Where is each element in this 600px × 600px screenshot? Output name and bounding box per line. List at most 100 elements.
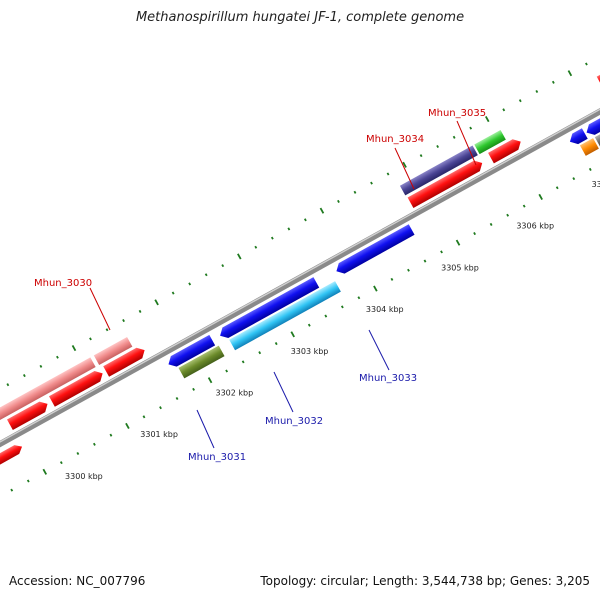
outer-tick: [386, 172, 390, 176]
inner-tick: [274, 342, 278, 346]
inner-tick: [357, 296, 361, 300]
inner-tick: [307, 323, 311, 327]
outer-tick: [518, 99, 522, 103]
feature-red-e[interactable]: [488, 136, 524, 164]
gene-mhun-3031-bar[interactable]: [178, 345, 225, 379]
gene-mhun-3035-bar[interactable]: [474, 129, 506, 155]
gene-label-mhun-3031[interactable]: Mhun_3031: [188, 452, 246, 463]
feature-blue-right[interactable]: [334, 224, 415, 276]
outer-tick: [56, 355, 59, 359]
gene-leader-lines: [89, 120, 477, 449]
inner-tick: [175, 396, 179, 401]
outer-tick: [287, 227, 291, 231]
ruler-label: 3302 kbp: [215, 388, 253, 397]
inner-tick: [423, 259, 427, 263]
outer-tick: [419, 154, 423, 158]
inner-tick: [192, 387, 195, 391]
outer-tick: [353, 190, 357, 194]
outer-tick: [122, 319, 125, 323]
inner-tick: [26, 479, 30, 483]
feature-red-a[interactable]: [7, 399, 50, 431]
gene-mhun-3034-bar[interactable]: [399, 145, 478, 196]
gene-label-mhun-3035[interactable]: Mhun_3035: [428, 108, 486, 119]
backbone-highlight: [0, 78, 600, 468]
feature-red-b[interactable]: [48, 368, 106, 407]
feature-blue-far-b[interactable]: [584, 111, 600, 137]
inner-tick: [290, 331, 295, 338]
outer-tick: [71, 345, 77, 352]
outer-tick: [6, 383, 10, 387]
outer-tick: [337, 199, 340, 203]
feature-blue-small[interactable]: [166, 334, 216, 370]
inner-tick: [324, 314, 328, 318]
feature-blue-far-a[interactable]: [567, 128, 588, 147]
inner-tick: [142, 415, 146, 419]
inner-tick: [59, 461, 63, 465]
outer-tick: [535, 89, 539, 94]
outer-tick: [551, 80, 555, 84]
inner-tick: [76, 451, 80, 456]
outer-tick: [303, 218, 307, 222]
inner-tick: [93, 442, 96, 446]
outer-tick: [370, 181, 373, 185]
feature-red-reverse-left[interactable]: [0, 442, 24, 466]
outer-tick: [204, 273, 208, 277]
inner-tick: [572, 177, 576, 181]
reverse-strand-features: [0, 111, 600, 466]
outer-tick: [436, 144, 440, 149]
ruler-label: 3305 kbp: [441, 263, 479, 272]
outer-tick: [105, 328, 109, 332]
ruler-labels: 3300 kbp 3301 kbp 3302 kbp 3303 kbp 3304 kbp…: [65, 180, 600, 481]
ruler-label: 3301 kbp: [140, 430, 178, 439]
backbone: [0, 77, 600, 471]
gene-mhun-3030-tail[interactable]: [93, 336, 133, 366]
outer-tick: [22, 374, 26, 378]
genome-summary-text: Topology: circular; Length: 3,544,738 bp…: [260, 574, 590, 588]
inner-tick: [42, 468, 48, 475]
ruler-label: 3307 kbp: [592, 180, 600, 189]
ruler-label: 3303 kbp: [291, 347, 329, 356]
gene-label-mhun-3032[interactable]: Mhun_3032: [265, 416, 323, 427]
feature-blue-long[interactable]: [217, 277, 320, 341]
gene-label-mhun-3034[interactable]: Mhun_3034: [366, 134, 424, 145]
inner-tick: [506, 213, 510, 217]
inner-tick: [588, 167, 592, 171]
ruler-label: 3304 kbp: [366, 305, 404, 314]
inner-tick: [373, 285, 378, 292]
gene-mhun-3030-body[interactable]: [0, 357, 96, 424]
outer-tick: [485, 115, 490, 123]
outer-tick: [502, 108, 506, 112]
inner-tick: [109, 433, 113, 437]
inner-tick: [555, 186, 559, 190]
outer-tick: [319, 207, 325, 214]
inner-tick: [10, 488, 14, 492]
accession-text: Accession: NC_007796: [9, 574, 146, 588]
outer-tick: [138, 309, 142, 313]
outer-tick: [221, 264, 225, 268]
gene-mhun-3032-bar[interactable]: [229, 281, 341, 351]
inner-tick: [407, 268, 410, 272]
outer-tick: [469, 126, 473, 130]
outer-tick: [270, 236, 274, 240]
gene-label-mhun-3030[interactable]: Mhun_3030: [34, 278, 92, 289]
outer-tick: [171, 291, 175, 295]
feature-red-c[interactable]: [103, 345, 147, 377]
outer-tick: [39, 364, 43, 368]
inner-tick: [159, 406, 162, 410]
inner-tick: [207, 377, 213, 384]
ruler-label: 3306 kbp: [516, 222, 554, 231]
gene-label-mhun-3033[interactable]: Mhun_3033: [359, 373, 417, 384]
map-title: Methanospirillum hungatei JF-1, complete…: [135, 10, 465, 25]
inner-tick: [125, 422, 130, 430]
feature-orange-far[interactable]: [579, 138, 599, 156]
feature-red-d[interactable]: [407, 158, 486, 208]
forward-strand-features: [0, 62, 600, 431]
inner-tick: [390, 277, 394, 281]
inner-tick: [489, 222, 493, 226]
inner-tick: [241, 360, 245, 364]
outer-tick: [89, 337, 92, 341]
outer-tick-row: [6, 62, 588, 387]
inner-tick: [473, 232, 476, 236]
inner-tick: [522, 204, 526, 208]
outer-tick: [254, 245, 258, 249]
